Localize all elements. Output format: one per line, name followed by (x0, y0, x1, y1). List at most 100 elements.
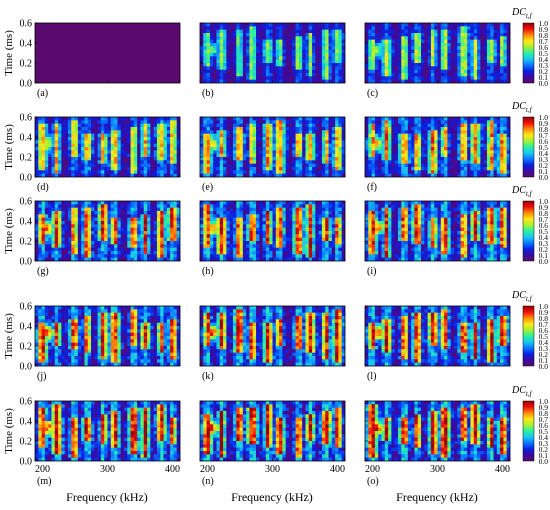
heatmap-cell (288, 56, 293, 61)
heatmap-cell (457, 36, 462, 41)
heatmap-cell (368, 23, 373, 27)
heatmap-cell (91, 211, 95, 215)
heatmap-cell (41, 201, 46, 205)
heatmap-cell (223, 120, 227, 125)
heatmap-cell (302, 143, 307, 148)
heatmap-cell (176, 227, 180, 232)
heatmap-cell (295, 26, 300, 31)
heatmap-cell (467, 123, 472, 128)
heatmap-cell (77, 244, 82, 249)
heatmap-cell (480, 143, 485, 148)
heatmap-cell (467, 56, 472, 61)
heatmap-cell (417, 49, 422, 54)
heatmap-cell (110, 123, 115, 128)
heatmap-cell (384, 173, 389, 177)
heatmap-cell (302, 39, 307, 44)
heatmap-cell (166, 211, 171, 215)
panel-label: (d) (37, 182, 49, 193)
heatmap-cell (318, 130, 323, 135)
heatmap-cell (444, 150, 448, 155)
heatmap-cell (341, 150, 345, 155)
heatmap-cell (170, 224, 175, 229)
heatmap-cell (127, 117, 132, 121)
heatmap-cell (312, 33, 316, 37)
heatmap-cell (74, 214, 79, 219)
heatmap-cell (51, 170, 56, 175)
heatmap-cell (312, 127, 316, 131)
heatmap-cell (424, 59, 429, 64)
heatmap-cell (315, 147, 320, 151)
heatmap-cell (143, 167, 148, 171)
heatmap-cell (246, 127, 251, 131)
heatmap-cell (87, 127, 92, 131)
heatmap-cell (305, 23, 310, 27)
heatmap-cell (91, 117, 95, 121)
heatmap-cell (64, 137, 69, 141)
heatmap-cell (123, 251, 128, 255)
heatmap-cell (302, 33, 307, 37)
heatmap-cell (282, 157, 287, 161)
heatmap-cell (275, 73, 280, 77)
heatmap-cell (308, 204, 313, 209)
heatmap-cell (496, 133, 501, 138)
heatmap-cell (414, 69, 419, 74)
heatmap-cell (331, 143, 336, 148)
heatmap-cell (480, 33, 485, 37)
heatmap-cell (256, 133, 260, 138)
heatmap-cell (282, 160, 287, 165)
heatmap-cell (450, 49, 455, 54)
heatmap-cell (325, 73, 330, 77)
heatmap-cell (54, 117, 59, 121)
heatmap-cell (486, 150, 491, 155)
heatmap-cell (298, 123, 303, 128)
heatmap-cell (209, 207, 214, 212)
heatmap-cell (381, 133, 386, 138)
heatmap-cell (493, 153, 498, 158)
heatmap-cell (130, 133, 135, 138)
heatmap-cell (123, 234, 128, 239)
heatmap-cell (486, 33, 491, 37)
heatmap-cell (305, 29, 310, 34)
heatmap-cell (444, 63, 448, 67)
heatmap-cell (123, 173, 128, 177)
heatmap-cell (424, 163, 429, 168)
heatmap-cell (213, 120, 218, 125)
heatmap-cell (480, 170, 485, 175)
heatmap-cell (249, 63, 254, 67)
heatmap-cell (503, 53, 508, 57)
heatmap-cell (242, 173, 247, 177)
heatmap-cell (381, 160, 386, 165)
heatmap-cell (140, 214, 145, 219)
heatmap-cell (374, 160, 379, 165)
heatmap-cell (213, 204, 218, 209)
heatmap-cell (388, 127, 392, 131)
heatmap-cell (331, 133, 336, 138)
heatmap-cell (120, 147, 125, 151)
heatmap-cell (477, 173, 481, 177)
heatmap-cell (117, 157, 122, 161)
heatmap-cell (269, 46, 274, 51)
heatmap-cell (74, 227, 79, 232)
heatmap-cell (97, 227, 102, 232)
heatmap-cell (100, 204, 105, 209)
heatmap-cell (331, 127, 336, 131)
heatmap-cell (71, 237, 76, 242)
heatmap-cell (71, 201, 76, 205)
heatmap-cell (288, 204, 293, 209)
heatmap-cell (401, 43, 406, 47)
heatmap-cell (74, 150, 79, 155)
heatmap-cell (321, 33, 326, 37)
heatmap-cell (447, 163, 452, 168)
heatmap-cell (338, 76, 343, 81)
heatmap-cell (213, 153, 218, 158)
heatmap-cell (249, 153, 254, 158)
heatmap-cell (321, 29, 326, 34)
heatmap-cell (321, 69, 326, 74)
heatmap-cell (110, 214, 115, 219)
heatmap-cell (328, 147, 333, 151)
heatmap-cell (285, 49, 290, 54)
heatmap-cell (150, 241, 155, 245)
heatmap-cell (496, 150, 501, 155)
heatmap-cell (275, 143, 280, 148)
heatmap-cell (269, 49, 274, 54)
